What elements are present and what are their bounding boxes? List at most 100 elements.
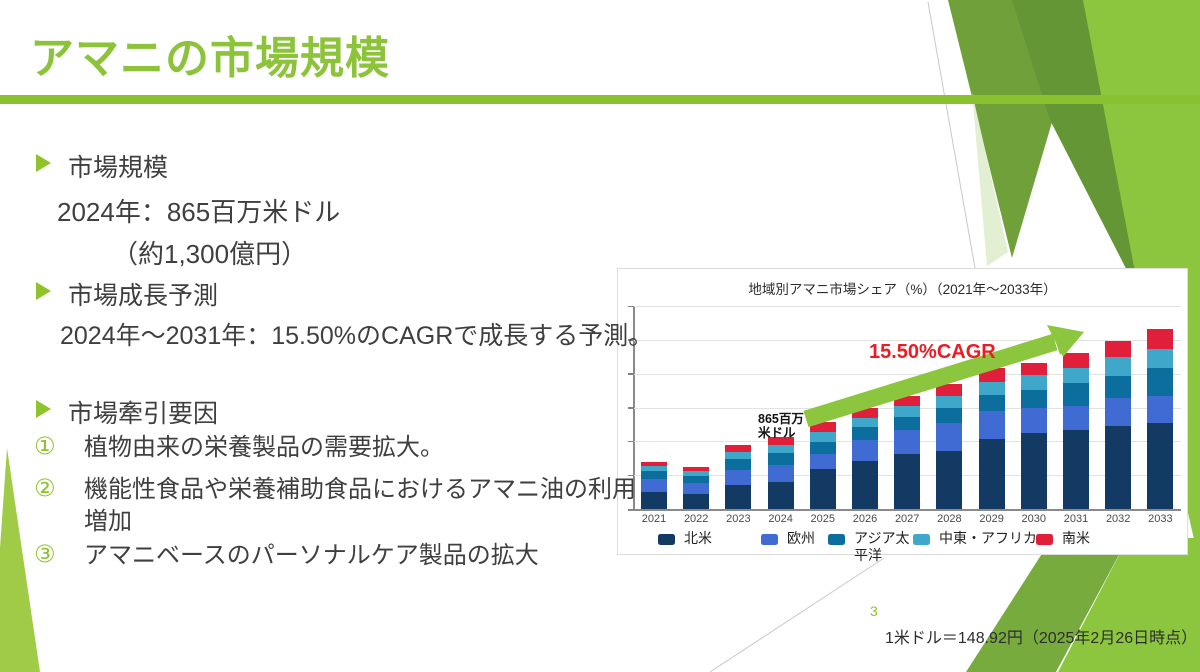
bar-segment-中東・アフリカ [936, 396, 963, 408]
gridline [634, 306, 1181, 307]
bar-segment-中東・アフリカ [809, 432, 836, 442]
chart-annotation-865m: 865百万 米ドル [758, 412, 804, 441]
x-axis-label: 2031 [1063, 513, 1089, 525]
x-axis-label: 2021 [641, 513, 667, 525]
heading-market-size: 市場規模 [68, 154, 169, 182]
bar-segment-中東・アフリカ [1063, 368, 1089, 383]
line-market-size-yen: （約1,300億円） [112, 239, 308, 269]
bar-segment-アジア太平洋 [683, 476, 710, 483]
bar-segment-南米 [1063, 353, 1089, 368]
heading-growth-forecast: 市場成長予測 [68, 282, 219, 310]
x-axis-label: 2029 [979, 513, 1004, 525]
bar-segment-北米 [894, 454, 921, 509]
bar-segment-南米 [767, 437, 794, 445]
bar-segment-アジア太平洋 [1020, 390, 1047, 408]
legend-label-北米: 北米 [684, 530, 712, 546]
page-title: アマニの市場規模 [30, 34, 390, 83]
cagr-label: 15.50%CAGR [869, 341, 996, 363]
page-number: 3 [870, 603, 878, 619]
chart-title: 地域別アマニ市場シェア（%）（2021年～2033年） [748, 282, 1057, 297]
bar-segment-北米 [978, 439, 1005, 509]
bar-segment-北米 [641, 492, 667, 509]
bar-segment-北米 [809, 469, 836, 509]
gridline [634, 373, 1181, 375]
bar-segment-中東・アフリカ [978, 382, 1005, 395]
legend-label-アジア太平洋: アジア太平洋 [854, 530, 910, 563]
bar-segment-北米 [683, 494, 710, 509]
annotation-line-1: 865百万 [758, 412, 804, 426]
list-marker-2: ② [34, 475, 56, 502]
x-axis-label: 2026 [852, 513, 878, 525]
bar-segment-南米 [725, 445, 752, 452]
bar-segment-アジア太平洋 [1063, 383, 1089, 406]
bar-segment-欧州 [809, 454, 836, 469]
footer-note: 1米ドル＝148.92円（2025年2月26日時点） [885, 630, 1198, 647]
title-rule [0, 95, 1200, 104]
bar-segment-アジア太平洋 [978, 395, 1005, 411]
x-axis-label: 2030 [1021, 513, 1047, 525]
bar-segment-中東・アフリカ [767, 445, 794, 453]
x-axis-label: 2023 [726, 513, 751, 525]
line-market-size-2024: 2024年：865百万米ドル [57, 197, 341, 227]
bar-segment-北米 [936, 451, 963, 509]
bar-segment-アジア太平洋 [852, 427, 878, 440]
bar-segment-欧州 [852, 440, 878, 461]
chart-panel: 地域別アマニ市場シェア（%）（2021年～2033年） 865百万 米ドル 15… [617, 268, 1188, 563]
bar-segment-中東・アフリカ [641, 466, 667, 471]
bar-segment-欧州 [683, 483, 710, 494]
bar-segment-欧州 [725, 470, 752, 485]
growth-arrow [803, 325, 1084, 428]
bar-segment-北米 [725, 485, 752, 509]
y-axis-tick [628, 373, 634, 375]
bar-segment-中東・アフリカ [1020, 375, 1047, 390]
annotation-line-2: 米ドル [758, 426, 796, 441]
bullet-arrow-icon [36, 282, 51, 300]
list-marker-1: ① [34, 433, 56, 460]
bar-segment-南米 [683, 467, 710, 471]
legend-swatch-アジア太平洋 [828, 534, 845, 545]
bar-segment-北米 [1020, 433, 1047, 509]
bar-segment-南米 [852, 408, 878, 418]
bullet-arrow-icon [36, 400, 51, 418]
bar-segment-アジア太平洋 [641, 471, 667, 479]
bar-segment-南米 [641, 462, 667, 466]
list-item-1: 植物由来の栄養製品の需要拡大。 [84, 434, 444, 461]
legend-swatch-北米 [658, 534, 675, 545]
gridline [634, 339, 1181, 341]
bar-segment-中東・アフリカ [894, 406, 921, 417]
bar-segment-中東・アフリカ [852, 418, 878, 427]
line-cagr-forecast: 2024年～2031年：15.50%のCAGRで成長する予測。 [60, 322, 654, 350]
bar-segment-アジア太平洋 [725, 459, 752, 470]
bar-segment-アジア太平洋 [894, 417, 921, 430]
y-axis-tick [628, 474, 634, 477]
bar-segment-アジア太平洋 [767, 453, 794, 465]
bar-segment-中東・アフリカ [683, 471, 710, 476]
bar-segment-南米 [894, 396, 921, 406]
x-axis-label: 2028 [937, 513, 962, 525]
y-axis-tick [628, 508, 634, 511]
legend-swatch-中東・アフリカ [913, 534, 930, 545]
x-axis-label: 2022 [683, 513, 709, 525]
bar-segment-中東・アフリカ [725, 452, 752, 459]
y-axis-tick [628, 440, 634, 443]
bar-segment-南米 [1020, 363, 1047, 375]
bar-segment-北米 [767, 482, 794, 509]
bar-segment-南米 [809, 422, 836, 432]
x-axis-label: 2027 [894, 513, 920, 525]
x-axis-label: 2024 [768, 513, 793, 525]
list-marker-3: ③ [34, 541, 56, 568]
bar-segment-欧州 [767, 465, 794, 482]
bar-segment-アジア太平洋 [936, 408, 963, 423]
list-item-2: 機能性食品や栄養補助食品におけるアマニ油の利用増加 [84, 476, 636, 535]
bar-segment-欧州 [978, 411, 1005, 439]
list-item-3: アマニベースのパーソナルケア製品の拡大 [84, 542, 539, 569]
y-axis-tick [628, 305, 634, 308]
x-axis [628, 509, 1181, 511]
bar-segment-北米 [852, 461, 878, 509]
legend-label-欧州: 欧州 [787, 530, 815, 546]
bar-segment-アジア太平洋 [809, 442, 836, 454]
x-axis-label: 2025 [810, 513, 836, 525]
bar-segment-欧州 [641, 479, 667, 492]
y-axis-tick [628, 407, 634, 409]
